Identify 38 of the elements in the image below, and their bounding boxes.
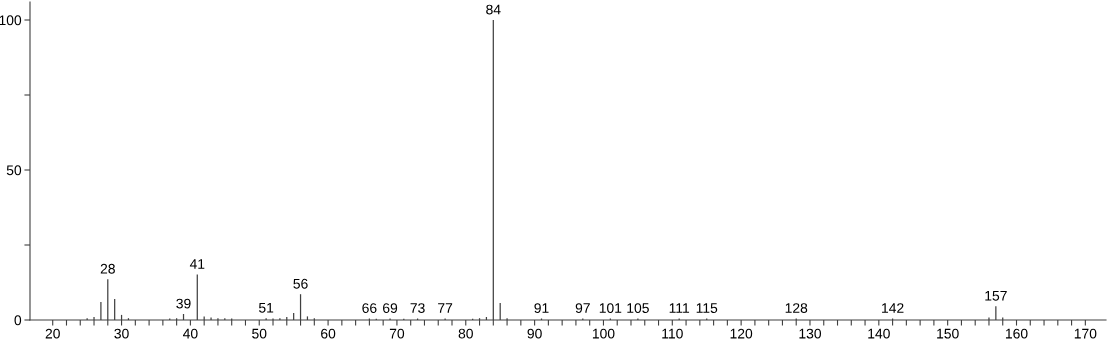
y-tick-label: 50 [6,165,22,176]
x-tick-label: 130 [799,328,822,339]
annotation: 41 [189,259,205,269]
annotation: 39 [176,298,191,309]
x-tick-label: 60 [321,328,336,339]
x-tick-label: 80 [458,328,473,339]
x-tick-label: 120 [730,328,753,339]
y-tick-label: 100 [0,15,22,26]
annotation: 77 [438,303,453,313]
x-tick-label: 20 [45,328,60,339]
annotation: 128 [785,303,808,313]
x-tick-label: 100 [592,328,615,339]
x-tick-label: 160 [1005,328,1028,339]
x-tick-label: 90 [527,328,542,339]
annotation: 142 [882,303,904,313]
annotation: 66 [362,303,377,313]
x-tick-label: 110 [662,328,683,339]
annotation: 51 [258,302,274,313]
annotation: 56 [293,278,308,289]
x-tick-label: 50 [252,328,267,339]
annotation: 101 [599,303,622,313]
annotation: 69 [383,303,398,313]
x-tick-label: 150 [937,328,959,339]
y-tick-label: 0 [14,315,22,326]
x-tick-label: 70 [389,328,405,339]
annotation: 111 [669,303,690,313]
x-tick-label: 170 [1074,328,1097,339]
x-tick-label: 30 [114,328,129,339]
annotation: 84 [486,4,501,15]
annotation: 157 [985,290,1007,301]
annotation: 28 [100,263,115,274]
x-tick-label: 40 [183,328,198,339]
annotation: 105 [627,303,649,313]
annotation: 91 [534,303,549,313]
x-tick-label: 140 [868,328,890,339]
annotation: 97 [575,303,590,313]
annotation: 115 [696,303,718,313]
annotation: 73 [410,303,425,313]
